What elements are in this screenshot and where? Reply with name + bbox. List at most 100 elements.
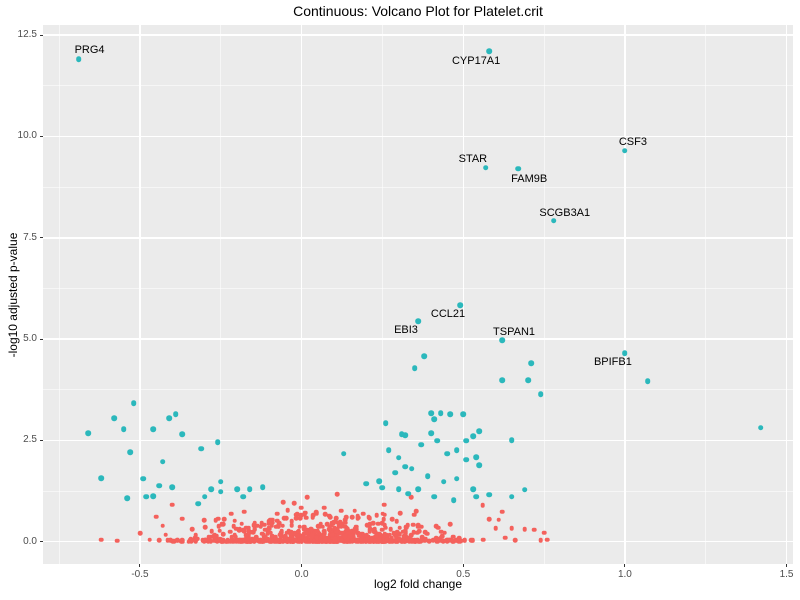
data-point-nonsig	[401, 535, 406, 540]
gridline-major-x	[785, 25, 788, 564]
data-point-sig	[528, 360, 534, 367]
data-point-nonsig	[325, 538, 331, 543]
data-point-nonsig	[408, 537, 414, 543]
x-axis-tick	[462, 564, 464, 567]
x-axis-tick-label: 1.0	[617, 569, 632, 580]
data-point-nonsig	[115, 538, 120, 544]
data-point-star	[483, 164, 489, 171]
data-point-sig	[508, 493, 515, 500]
data-point-cyp17a1	[486, 48, 492, 54]
data-point-nonsig	[370, 521, 376, 526]
data-point-nonsig	[332, 525, 337, 531]
data-point-nonsig	[416, 522, 421, 528]
data-point-sig	[169, 484, 176, 490]
data-point-sig	[363, 480, 370, 487]
x-axis-tick	[786, 564, 788, 567]
gridline-minor-x	[705, 25, 707, 564]
data-point-nonsig	[423, 536, 429, 542]
data-point-nonsig	[426, 538, 432, 544]
data-point-nonsig	[313, 509, 319, 515]
data-point-sig	[208, 486, 214, 492]
data-point-nonsig	[462, 537, 468, 543]
data-point-nonsig	[175, 537, 181, 543]
data-point-nonsig	[223, 539, 229, 544]
data-point-nonsig	[297, 524, 302, 529]
data-point-sig	[450, 497, 457, 503]
data-point-nonsig	[246, 525, 252, 530]
data-point-sig	[218, 478, 224, 485]
data-point-sig	[150, 493, 156, 499]
data-point-nonsig	[413, 508, 419, 514]
x-axis-tick-label: 0.5	[456, 569, 471, 580]
data-point-sig	[198, 446, 205, 452]
data-point-nonsig	[321, 505, 327, 511]
data-point-scgb3a1	[550, 217, 557, 224]
data-point-ebi3	[415, 318, 421, 325]
data-point-nonsig	[327, 526, 332, 532]
data-point-nonsig	[298, 505, 304, 510]
data-point-nonsig	[160, 523, 165, 529]
data-point-nonsig	[335, 526, 340, 531]
data-point-nonsig	[327, 514, 333, 520]
data-point-nonsig	[293, 512, 299, 517]
x-axis-tick	[624, 564, 626, 567]
data-point-nonsig	[186, 539, 191, 544]
data-point-nonsig	[379, 539, 385, 544]
data-point-nonsig	[227, 529, 233, 535]
data-point-nonsig	[388, 526, 394, 532]
data-point-nonsig	[369, 537, 375, 542]
data-point-nonsig	[261, 532, 267, 538]
gridline-major-y	[43, 237, 793, 239]
data-point-nonsig	[259, 520, 264, 526]
data-point-sig	[150, 426, 156, 432]
data-point-sig	[214, 439, 221, 445]
data-point-nonsig	[538, 537, 544, 543]
data-point-sig	[415, 486, 421, 492]
data-point-nonsig	[311, 538, 316, 544]
data-point-nonsig	[379, 521, 385, 526]
data-point-nonsig	[324, 521, 330, 527]
data-point-sig	[460, 411, 467, 417]
data-point-sig	[525, 377, 531, 383]
data-point-nonsig	[322, 511, 328, 517]
data-point-nonsig	[274, 511, 280, 517]
data-point-nonsig	[157, 538, 162, 543]
data-point-sig	[85, 430, 92, 436]
data-point-nonsig	[470, 538, 475, 544]
data-point-nonsig	[260, 539, 266, 544]
data-point-sig	[508, 437, 515, 443]
data-point-nonsig	[163, 532, 169, 538]
data-point-nonsig	[291, 539, 296, 544]
data-point-nonsig	[415, 538, 421, 544]
data-point-nonsig	[332, 537, 338, 542]
data-point-nonsig	[321, 528, 327, 534]
gridline-minor-x	[220, 25, 222, 564]
gridline-minor-y	[43, 389, 793, 391]
data-point-nonsig	[381, 517, 386, 522]
data-point-nonsig	[98, 537, 104, 542]
data-point-sig	[470, 433, 476, 439]
data-point-nonsig	[381, 533, 386, 538]
gridline-major-x	[300, 25, 303, 564]
data-point-nonsig	[372, 529, 378, 535]
gridline-minor-y	[43, 287, 793, 289]
data-point-nonsig	[334, 515, 339, 521]
data-point-nonsig	[280, 523, 286, 528]
data-point-nonsig	[342, 533, 348, 539]
data-point-nonsig	[237, 526, 242, 532]
data-point-nonsig	[203, 537, 208, 543]
data-point-nonsig	[285, 539, 290, 544]
data-point-nonsig	[235, 538, 240, 544]
data-point-nonsig	[168, 538, 173, 543]
gridline-minor-x	[58, 25, 60, 564]
data-point-nonsig	[390, 516, 395, 522]
data-point-nonsig	[329, 532, 335, 538]
y-axis-tick	[40, 135, 43, 137]
data-point-nonsig	[308, 527, 314, 532]
data-point-nonsig	[137, 530, 143, 536]
data-point-nonsig	[216, 523, 221, 529]
data-point-nonsig	[267, 537, 272, 543]
data-point-nonsig	[439, 529, 444, 534]
data-point-nonsig	[193, 532, 198, 538]
data-point-nonsig	[323, 537, 328, 543]
